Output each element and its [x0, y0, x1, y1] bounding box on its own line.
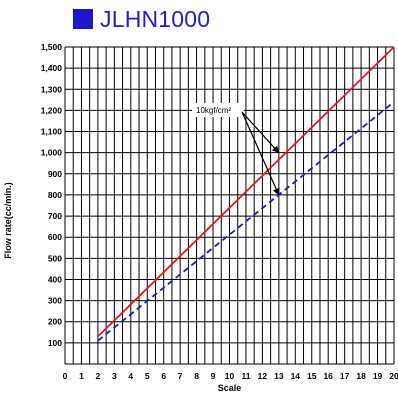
y-tick-label: 1,000: [41, 148, 63, 158]
x-tick-label: 10: [225, 371, 235, 381]
x-axis-label: Scale: [218, 383, 242, 393]
y-tick-label: 1,200: [41, 105, 63, 115]
y-tick-label: 400: [48, 274, 62, 284]
tick-labels: 0 1 2 3 4 5 6 7 8 9 10 11 12 13 14 15 16 17 18 19 2010020030…: [41, 42, 398, 381]
chart-title: JLHN1000: [73, 5, 210, 33]
series-line-solid: [97, 46, 395, 338]
y-axis-label: Flow rate(cc/min.): [3, 182, 13, 259]
x-tick-label: 9: [211, 371, 216, 381]
chart-title-text: JLHN1000: [100, 5, 211, 32]
y-tick-label: 900: [48, 169, 62, 179]
x-tick-label: 13: [274, 371, 284, 381]
y-tick-label: 1,400: [41, 63, 63, 73]
x-tick-label: 3: [112, 371, 117, 381]
y-tick-label: 100: [48, 338, 62, 348]
x-tick-label: 2: [96, 371, 101, 381]
annotation-arrow: [241, 111, 280, 154]
x-tick-label: 14: [291, 371, 301, 381]
x-tick-label: 18: [356, 371, 366, 381]
y-tick-label: 500: [48, 253, 62, 263]
y-tick-label: 1,100: [41, 127, 63, 137]
x-tick-label: 12: [258, 371, 268, 381]
x-tick-label: 15: [307, 371, 317, 381]
y-tick-label: 1,500: [41, 42, 63, 52]
x-tick-label: 11: [241, 371, 250, 381]
x-tick-label: 8: [194, 371, 199, 381]
x-tick-label: 16: [323, 371, 333, 381]
x-tick-label: 7: [178, 371, 183, 381]
annotation-label: 10kgf/cm²: [196, 106, 231, 115]
x-tick-label: 0: [63, 371, 68, 381]
x-tick-label: 5: [145, 371, 150, 381]
y-tick-label: 600: [48, 232, 62, 242]
x-tick-label: 1: [79, 371, 84, 381]
y-tick-label: 800: [48, 190, 62, 200]
annotation-box: [192, 103, 244, 117]
annotations: 10kgf/cm²: [192, 103, 280, 196]
annotation-arrow: [241, 111, 280, 196]
title-square-icon: [73, 9, 93, 29]
y-tick-label: 300: [48, 296, 62, 306]
y-tick-label: 1,300: [41, 84, 63, 94]
x-tick-label: 4: [128, 371, 133, 381]
y-tick-label: 700: [48, 211, 62, 221]
x-tick-label: 17: [340, 371, 350, 381]
y-tick-label: 200: [48, 317, 62, 327]
x-tick-label: 20: [389, 371, 398, 381]
x-tick-label: 6: [161, 371, 166, 381]
x-tick-label: 19: [373, 371, 383, 381]
series-group: [97, 46, 395, 342]
series-line-dashed: [97, 101, 395, 342]
